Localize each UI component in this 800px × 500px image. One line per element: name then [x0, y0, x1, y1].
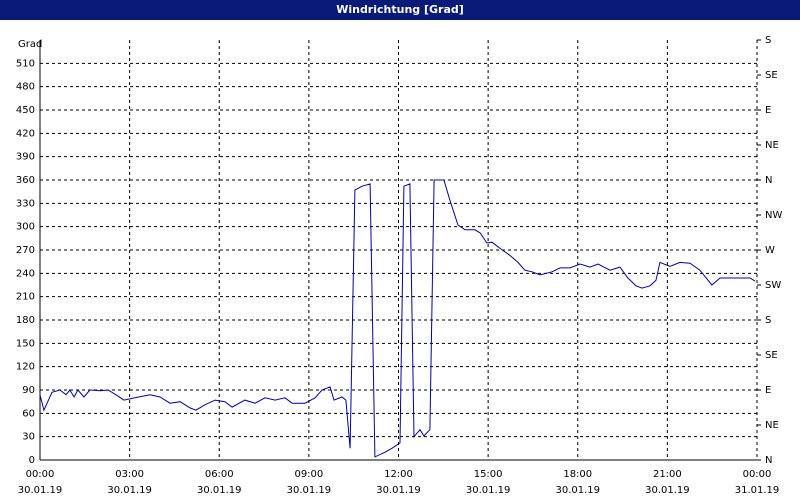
y2-tick-label: SW	[765, 280, 781, 291]
x-tick-label: 00:00	[26, 469, 55, 480]
x-tick-label: 12:00	[384, 469, 413, 480]
y2-tick-label: S	[765, 315, 771, 326]
y2-tick-label: SE	[765, 70, 778, 81]
y2-tick-label: NW	[765, 210, 782, 221]
y2-tick-label: W	[765, 245, 775, 256]
y-tick-label: 60	[22, 408, 35, 419]
y-tick-label: 330	[16, 198, 35, 209]
y-tick-label: 450	[16, 105, 35, 116]
y2-tick-label: N	[765, 455, 772, 466]
y-tick-label: 240	[16, 268, 35, 279]
y-tick-label: 0	[29, 455, 35, 466]
title-bar	[0, 0, 800, 20]
y-tick-label: 150	[16, 338, 35, 349]
y-tick-label: 30	[22, 432, 35, 443]
x-tick-label: 09:00	[294, 469, 323, 480]
y2-tick-label: NE	[765, 420, 779, 431]
y2-tick-label: E	[765, 105, 771, 116]
y-axis-label: Grad	[18, 39, 42, 50]
x-tick-date: 30.01.19	[376, 485, 421, 496]
x-tick-label: 00:00	[743, 469, 772, 480]
x-tick-label: 06:00	[205, 469, 234, 480]
x-tick-date: 31.01.19	[735, 485, 780, 496]
y-tick-label: 210	[16, 292, 35, 303]
y-tick-label: 270	[16, 245, 35, 256]
x-tick-date: 30.01.19	[555, 485, 600, 496]
x-tick-label: 15:00	[474, 469, 503, 480]
y-tick-label: 510	[16, 58, 35, 69]
y2-tick-label: S	[765, 35, 771, 46]
y2-tick-label: NE	[765, 140, 779, 151]
y-tick-label: 480	[16, 82, 35, 93]
x-tick-label: 21:00	[653, 469, 682, 480]
x-tick-date: 30.01.19	[287, 485, 332, 496]
x-tick-date: 30.01.19	[107, 485, 152, 496]
y-tick-label: 90	[22, 385, 35, 396]
y2-tick-label: N	[765, 175, 772, 186]
x-tick-date: 30.01.19	[197, 485, 242, 496]
y-tick-label: 180	[16, 315, 35, 326]
chart-title: Windrichtung [Grad]	[336, 3, 464, 16]
y-tick-label: 390	[16, 152, 35, 163]
y2-tick-label: E	[765, 385, 771, 396]
y-tick-label: 120	[16, 362, 35, 373]
y-tick-label: 300	[16, 222, 35, 233]
x-tick-date: 30.01.19	[645, 485, 690, 496]
x-tick-label: 18:00	[563, 469, 592, 480]
x-tick-date: 30.01.19	[18, 485, 63, 496]
x-tick-label: 03:00	[115, 469, 144, 480]
data-line	[39, 179, 756, 458]
y2-tick-label: SE	[765, 350, 778, 361]
y-tick-label: 360	[16, 175, 35, 186]
x-tick-date: 30.01.19	[466, 485, 511, 496]
y-tick-label: 420	[16, 128, 35, 139]
